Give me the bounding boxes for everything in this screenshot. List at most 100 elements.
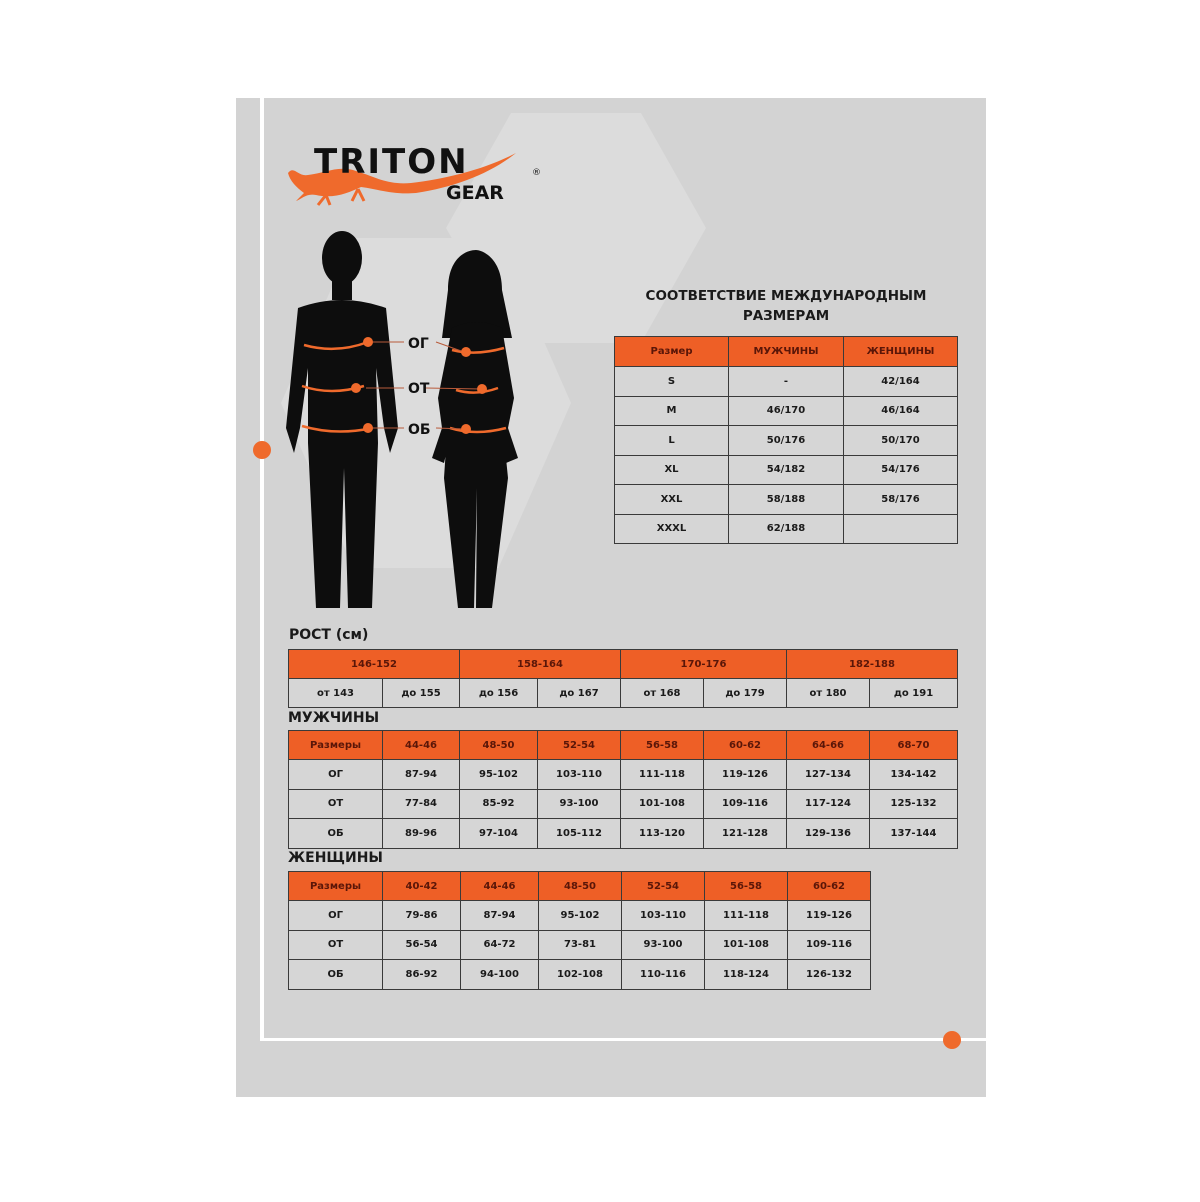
table-cell: 89-96	[382, 818, 460, 849]
table-cell: до 167	[537, 678, 621, 708]
table-cell: 126-132	[787, 959, 871, 990]
male-silhouette	[286, 231, 398, 608]
table-cell: ОГ	[288, 900, 383, 931]
table-cell: до 155	[382, 678, 460, 708]
table-cell: 62/188	[728, 513, 844, 544]
table-cell: XL	[614, 454, 729, 485]
table-header-row: Размер МУЖЧИНЫ ЖЕНЩИНЫ	[614, 336, 958, 367]
table-cell: 146-152	[288, 649, 460, 679]
women-title: ЖЕНЩИНЫ	[288, 850, 383, 866]
table-cell: M	[614, 395, 729, 426]
table-header-row: Размеры 40-42 44-46 48-50 52-54 56-58 60-62	[288, 871, 871, 901]
table-cell: 97-104	[459, 818, 538, 849]
table-cell: 60-62	[703, 730, 787, 760]
table-cell: ОБ	[288, 959, 383, 990]
table-row: L 50/176 50/170	[614, 425, 958, 456]
table-cell: 182-188	[786, 649, 958, 679]
table-cell: от 180	[786, 678, 870, 708]
table-cell: 44-46	[460, 871, 539, 901]
table-cell: 134-142	[869, 759, 958, 790]
table-cell: XXL	[614, 484, 729, 515]
table-cell: 73-81	[538, 929, 622, 960]
triton-gear-logo: TRITON GEAR ®	[286, 142, 546, 217]
table-header-row: Размеры 44-46 48-50 52-54 56-58 60-62 64-66 68-…	[288, 730, 958, 760]
table-cell: 137-144	[869, 818, 958, 849]
table-cell: 46/164	[843, 395, 958, 426]
men-title: МУЖЧИНЫ	[288, 710, 380, 726]
table-cell: 93-100	[537, 788, 621, 819]
svg-text:®: ®	[532, 168, 541, 178]
table-cell: 60-62	[787, 871, 871, 901]
svg-text:TRITON: TRITON	[314, 143, 469, 182]
table-cell: 56-58	[620, 730, 704, 760]
svg-text:GEAR: GEAR	[446, 182, 504, 204]
table-cell: до 156	[459, 678, 538, 708]
table-cell: 95-102	[538, 900, 622, 931]
table-cell: 113-120	[620, 818, 704, 849]
table-cell: 85-92	[459, 788, 538, 819]
table-cell: 94-100	[460, 959, 539, 990]
table-row: от 143 до 155 до 156 до 167 от 168 до 179 от 1…	[288, 678, 958, 708]
table-cell	[843, 513, 958, 544]
table-cell: 101-108	[704, 929, 788, 960]
table-cell: 58/188	[728, 484, 844, 515]
table-cell: 48-50	[459, 730, 538, 760]
table-cell: 129-136	[786, 818, 870, 849]
table-cell: 86-92	[382, 959, 461, 990]
table-cell: 56-58	[704, 871, 788, 901]
table-row: XXXL 62/188	[614, 513, 958, 544]
intl-size-table: Размер МУЖЧИНЫ ЖЕНЩИНЫ S -42/164 M 46/170 46/16…	[614, 336, 958, 544]
table-row: ОТ 56-54 64-72 73-81 93-100 101-108 109-116	[288, 929, 871, 960]
female-silhouette	[432, 250, 518, 608]
table-cell: 54/182	[728, 454, 844, 485]
table-cell: 118-124	[704, 959, 788, 990]
table-cell: 68-70	[869, 730, 958, 760]
table-cell: 127-134	[786, 759, 870, 790]
table-row: ОТ 77-84 85-92 93-100 101-108 109-116 117-124 1…	[288, 788, 958, 819]
table-cell: Размеры	[288, 730, 383, 760]
size-chart-panel: TRITON GEAR ® ОГ ОТ ОБ СОО	[236, 98, 986, 1097]
table-cell: XXXL	[614, 513, 729, 544]
divider-vertical	[260, 98, 264, 1040]
table-cell: -	[728, 366, 844, 397]
table-row: ОБ 89-96 97-104 105-112 113-120 121-128 129-13…	[288, 818, 958, 849]
table-cell: 52-54	[621, 871, 705, 901]
table-cell: 105-112	[537, 818, 621, 849]
table-cell: 77-84	[382, 788, 460, 819]
table-cell: от 168	[620, 678, 704, 708]
table-cell: 110-116	[621, 959, 705, 990]
table-cell: 95-102	[459, 759, 538, 790]
chest-label: ОГ	[408, 336, 429, 352]
table-cell: 79-86	[382, 900, 461, 931]
table-cell: 58/176	[843, 484, 958, 515]
table-header-row: 146-152 158-164 170-176 182-188	[288, 649, 958, 679]
table-cell: 121-128	[703, 818, 787, 849]
table-row: S -42/164	[614, 366, 958, 397]
table-cell: 111-118	[620, 759, 704, 790]
divider-horizontal	[260, 1038, 986, 1041]
table-cell: 103-110	[621, 900, 705, 931]
intl-title: СООТВЕТСТВИЕ МЕЖДУНАРОДНЫМ РАЗМЕРАМ	[645, 288, 927, 324]
table-cell: ОТ	[288, 788, 383, 819]
table-cell: 50/176	[728, 425, 844, 456]
table-cell: 117-124	[786, 788, 870, 819]
table-cell: 44-46	[382, 730, 460, 760]
table-cell: 54/176	[843, 454, 958, 485]
table-cell: 111-118	[704, 900, 788, 931]
table-cell: от 143	[288, 678, 383, 708]
table-row: XXL 58/188 58/176	[614, 484, 958, 515]
table-cell: Размеры	[288, 871, 383, 901]
table-cell: 170-176	[620, 649, 787, 679]
table-cell: 52-54	[537, 730, 621, 760]
table-cell: 56-54	[382, 929, 461, 960]
table-cell: 93-100	[621, 929, 705, 960]
table-cell: 46/170	[728, 395, 844, 426]
hips-label: ОБ	[408, 422, 431, 438]
table-cell: S	[614, 366, 729, 397]
table-row: ОБ 86-92 94-100 102-108 110-116 118-124 126-13…	[288, 959, 871, 990]
women-size-table: Размеры 40-42 44-46 48-50 52-54 56-58 60-62 ОГ 7…	[288, 871, 871, 990]
table-cell: до 191	[869, 678, 958, 708]
table-cell: 50/170	[843, 425, 958, 456]
table-cell: до 179	[703, 678, 787, 708]
table-cell: 42/164	[843, 366, 958, 397]
